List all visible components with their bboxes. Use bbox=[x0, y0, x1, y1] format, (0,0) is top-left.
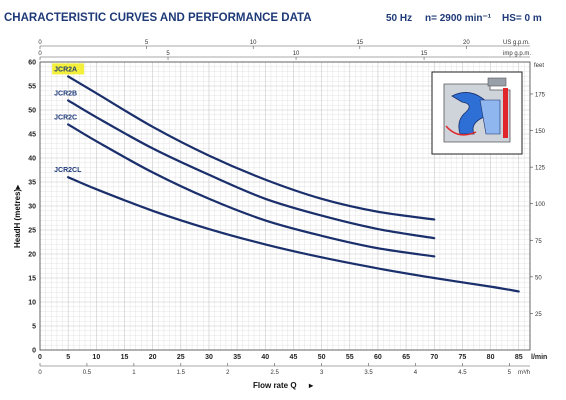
feet-tick-label: 25 bbox=[535, 312, 542, 318]
series-label-jcr2c: JCR2C bbox=[54, 114, 77, 121]
feet-tick-label: 100 bbox=[535, 202, 546, 208]
y-axis-label: HeadH (metres) bbox=[13, 189, 22, 248]
pump-section-icon bbox=[431, 71, 523, 155]
x-tick-label: 40 bbox=[261, 354, 269, 361]
m3h-tick-label: 1.5 bbox=[177, 370, 186, 376]
m3h-tick-label: 2.5 bbox=[271, 370, 280, 376]
chart-title: CHARACTERISTIC CURVES AND PERFORMANCE DA… bbox=[4, 12, 312, 24]
feet-tick-labels: 25 50 75 100 125 150 175 bbox=[530, 92, 546, 318]
series-label-jcr2cl: JCR2CL bbox=[54, 167, 82, 174]
curve-jcr2c bbox=[67, 123, 436, 258]
curve-jcr2a bbox=[67, 75, 436, 221]
imp-gpm-tick-label: 10 bbox=[293, 51, 300, 57]
x-tick-label: 85 bbox=[515, 354, 523, 361]
x-tick-label: 60 bbox=[374, 354, 382, 361]
x-tick-label: 15 bbox=[121, 354, 129, 361]
speed-label: n= 2900 min⁻¹ bbox=[425, 13, 492, 24]
y-tick-label: 0 bbox=[32, 348, 36, 355]
frequency-label: 50 Hz bbox=[386, 13, 412, 24]
y-tick-label: 20 bbox=[28, 252, 36, 259]
feet-tick-label: 75 bbox=[535, 239, 542, 245]
label-highlight-jcr2a bbox=[52, 63, 85, 75]
top-axes: US g.p.m. imp g.p.m. bbox=[40, 40, 531, 58]
x-tick-label: 35 bbox=[233, 354, 241, 361]
x-tick-label: 65 bbox=[402, 354, 410, 361]
imp-gpm-unit: imp g.p.m. bbox=[503, 51, 531, 57]
x-unit: l/min bbox=[531, 354, 547, 361]
m3h-unit: m³/h bbox=[518, 370, 530, 376]
y-tick-label: 60 bbox=[28, 60, 36, 67]
y-tick-label: 45 bbox=[28, 132, 36, 139]
x-tick-label: 45 bbox=[290, 354, 298, 361]
y-tick-label: 50 bbox=[28, 108, 36, 115]
x-tick-label: 80 bbox=[487, 354, 495, 361]
y-tick-label: 10 bbox=[28, 300, 36, 307]
series-label-jcr2a: JCR2A bbox=[54, 66, 77, 73]
us-gpm-tick-label: 20 bbox=[463, 40, 470, 46]
y-axis-arrow: ▸ bbox=[13, 184, 22, 190]
y-tick-label: 55 bbox=[28, 84, 36, 91]
x-tick-label: 5 bbox=[66, 354, 70, 361]
y-tick-labels: 0 5 10 15 20 25 30 35 40 45 50 55 60 bbox=[28, 60, 36, 355]
m3h-tick-label: 2 bbox=[226, 370, 230, 376]
m3h-tick-label: 3 bbox=[320, 370, 324, 376]
m3h-tick-label: 4 bbox=[414, 370, 418, 376]
m3h-tick-label: 5 bbox=[508, 370, 512, 376]
x-tick-label: 70 bbox=[430, 354, 438, 361]
feet-tick-label: 50 bbox=[535, 275, 542, 281]
imp-gpm-tick-label: 0 bbox=[38, 51, 42, 57]
m3h-tick-label: 1 bbox=[132, 370, 136, 376]
plot-frame bbox=[39, 61, 531, 351]
imp-gpm-tick-label: 5 bbox=[166, 51, 170, 57]
m3h-tick-label: 4.5 bbox=[458, 370, 467, 376]
x-axis-label: Flow rate Q bbox=[253, 381, 297, 390]
curve-jcr2b bbox=[67, 99, 436, 240]
x-tick-label: 20 bbox=[149, 354, 157, 361]
y-tick-label: 40 bbox=[28, 156, 36, 163]
suction-label: HS= 0 m bbox=[502, 13, 542, 24]
y-tick-label: 30 bbox=[28, 204, 36, 211]
m3h-tick-label: 0.5 bbox=[83, 370, 92, 376]
feet-tick-label: 125 bbox=[535, 166, 546, 172]
m3h-tick-label: 3.5 bbox=[364, 370, 373, 376]
us-gpm-tick-label: 10 bbox=[250, 40, 257, 46]
us-gpm-tick-label: 5 bbox=[145, 40, 149, 46]
y-tick-label: 5 bbox=[32, 324, 36, 331]
us-gpm-unit: US g.p.m. bbox=[503, 40, 530, 46]
series-label-jcr2b: JCR2B bbox=[54, 90, 77, 97]
y-tick-label: 25 bbox=[28, 228, 36, 235]
m3h-tick-label: 0 bbox=[38, 370, 42, 376]
feet-unit: feet bbox=[534, 63, 544, 69]
y-tick-label: 35 bbox=[28, 180, 36, 187]
us-gpm-tick-labels: 0 5 10 15 20 bbox=[38, 40, 470, 49]
curve-jcr2cl bbox=[67, 176, 520, 293]
x-tick-label: 30 bbox=[205, 354, 213, 361]
imp-gpm-tick-labels: 0 5 10 15 bbox=[38, 51, 428, 60]
feet-tick-label: 150 bbox=[535, 129, 546, 135]
x-tick-label: 10 bbox=[92, 354, 100, 361]
x-tick-labels: 0 5 10 15 20 25 30 35 40 45 50 55 60 65 70 75 80 85 bbox=[38, 354, 523, 361]
x-tick-label: 55 bbox=[346, 354, 354, 361]
us-gpm-tick-label: 0 bbox=[38, 40, 42, 46]
feet-tick-label: 175 bbox=[535, 92, 546, 98]
imp-gpm-tick-label: 15 bbox=[421, 51, 428, 57]
x-tick-label: 25 bbox=[177, 354, 185, 361]
x-axis-arrow: ▸ bbox=[308, 381, 314, 390]
us-gpm-tick-label: 15 bbox=[356, 40, 363, 46]
x-tick-label: 0 bbox=[38, 354, 42, 361]
x-tick-label: 75 bbox=[459, 354, 467, 361]
m3h-tick-labels: 0 0.5 1 1.5 2 2.5 3 3.5 4 4.5 5 bbox=[38, 363, 512, 376]
y-tick-label: 15 bbox=[28, 276, 36, 283]
x-tick-label: 50 bbox=[318, 354, 326, 361]
curves: JCR2A JCR2B JCR2C JCR2CL bbox=[52, 63, 520, 293]
